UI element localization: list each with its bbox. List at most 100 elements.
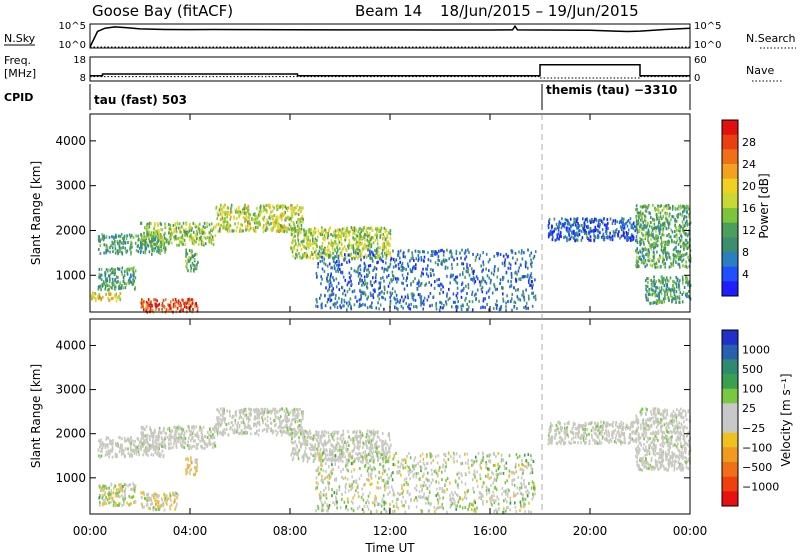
power-cells-cell: [314, 227, 317, 230]
power-cells-cell: [342, 233, 345, 237]
power-cells-cell: [341, 286, 344, 290]
power-cells-cell: [377, 260, 379, 264]
vel-cells-cell: [196, 431, 199, 435]
power-cells-cell: [651, 292, 654, 296]
vel-cells-cell: [188, 429, 191, 433]
power-cells-cell: [599, 231, 601, 235]
power-cells-cell: [682, 264, 684, 268]
power-cells-cell: [204, 226, 206, 230]
power-cells-cell: [392, 249, 394, 253]
power-cells-cell: [368, 244, 370, 248]
power-cells-cell: [189, 238, 191, 242]
power-cells-cell: [140, 242, 143, 245]
power-cells-cell: [474, 258, 477, 262]
vel-cells-cell: [201, 438, 203, 442]
power-cells-cell: [134, 287, 136, 291]
vel-cells-cell: [144, 446, 147, 450]
vel-cells-cell: [279, 407, 282, 411]
power-cells-cell: [465, 255, 468, 259]
power-cells-cell: [116, 267, 119, 271]
power-cells-cell: [468, 273, 471, 277]
vel-cells-cell: [374, 432, 376, 436]
vel-cells-cell: [168, 446, 170, 450]
power-cells-cell: [231, 229, 234, 233]
power-cells-cell: [676, 295, 679, 299]
power-cells-cell: [256, 207, 258, 210]
power-cells-cell: [665, 227, 668, 231]
vel-cells-cell: [255, 407, 258, 411]
vel-cells-cell: [242, 418, 245, 421]
power-cells-cell: [339, 270, 342, 274]
power-cells-cell: [134, 269, 137, 273]
power-cells-cell: [395, 301, 397, 305]
power-cells-cell: [591, 220, 593, 224]
vel-cells-cell: [201, 429, 203, 433]
vel-cells-cell: [158, 454, 160, 457]
power-cells-cell: [485, 281, 488, 285]
power-cells-cell: [265, 204, 267, 208]
power-cells-cell: [444, 266, 447, 270]
power-cells-cell: [530, 280, 533, 283]
power-cells-cell: [376, 246, 379, 250]
power-cells-cell: [323, 269, 326, 273]
power-cells-cell: [636, 207, 638, 211]
velocity-heatmap: [97, 407, 692, 514]
power-cells-cell: [299, 206, 301, 210]
vel-cells-cell: [147, 448, 150, 452]
power-cells-cell: [509, 285, 511, 289]
power-cells-cell: [682, 253, 685, 257]
power-cells-cell: [121, 284, 123, 287]
power-cells-cell: [358, 298, 361, 302]
power-cells-cell: [660, 286, 663, 289]
vel-cells-cell: [241, 432, 244, 436]
power-cells-cell: [195, 225, 197, 229]
power-cells-cell: [197, 224, 200, 228]
vel-cells-cell: [264, 422, 267, 426]
power-cells-cell: [466, 263, 468, 266]
power-cells-cell: [162, 242, 164, 246]
vel-cells-cell: [197, 442, 199, 446]
power-cells-cell: [202, 228, 204, 232]
power-cells-cell: [436, 278, 438, 282]
power-cells-cell: [509, 263, 512, 267]
power-cells-cell: [689, 221, 692, 225]
vel-cells-cell: [242, 412, 245, 416]
power-cells-cell: [268, 216, 270, 220]
power-cells-cell: [668, 299, 670, 302]
power-cells-cell: [344, 253, 346, 257]
power-cells-cell: [575, 224, 578, 228]
power-cells-cell: [673, 287, 676, 291]
power-cells-cell: [192, 308, 194, 311]
power-cells-cell: [585, 230, 588, 234]
power-cells-cell: [639, 225, 641, 229]
vel-cells-cell: [296, 425, 299, 429]
power-cells-cell: [312, 246, 314, 250]
vel-cells-cell: [315, 454, 317, 458]
vel-cells-cell: [97, 448, 100, 452]
power-cells-cell: [639, 240, 642, 244]
power-cells-cell: [393, 296, 395, 300]
vel-cells-cell: [191, 445, 194, 449]
power-cells-cell: [439, 249, 442, 253]
power-cells-cell: [382, 237, 384, 241]
power-cells-cell: [99, 239, 101, 243]
vel-cells-cell: [236, 423, 239, 427]
power-cells-cell: [383, 245, 386, 249]
power-cells-cell: [505, 308, 507, 312]
vel-cells-cell: [240, 430, 243, 434]
power-cells-cell: [656, 302, 658, 305]
power-cells-cell: [593, 229, 595, 232]
power-cells-cell: [134, 241, 137, 245]
power-cells-cell: [412, 256, 414, 260]
power-cells-cell: [623, 231, 625, 235]
vel-cells-cell: [213, 436, 216, 440]
power-cells-cell: [330, 298, 333, 302]
power-cells-cell: [315, 249, 318, 253]
power-cells-cell: [130, 275, 132, 279]
power-cells-cell: [449, 281, 451, 285]
power-cells-cell: [432, 295, 435, 299]
power-cells-cell: [383, 270, 385, 274]
power-cells-cell: [300, 240, 303, 244]
vel-cells-cell: [239, 431, 241, 435]
power-cells-cell: [662, 233, 665, 237]
